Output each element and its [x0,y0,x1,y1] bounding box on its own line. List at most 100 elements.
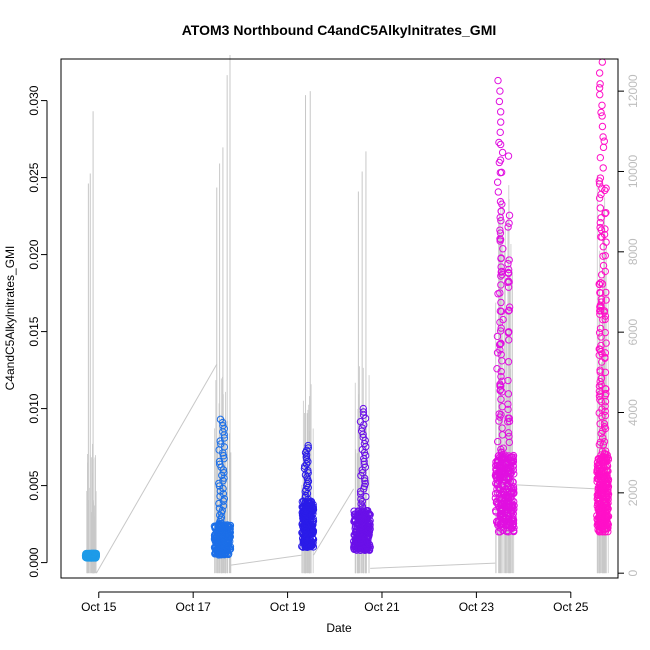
data-point [601,528,609,536]
data-point [496,318,504,327]
data-point [600,520,608,529]
altitude-series [86,54,609,574]
data-point [596,204,605,212]
data-point [351,528,360,536]
data-point [497,367,505,376]
data-point [601,402,609,410]
altitude-transit-line [230,554,302,566]
y-tick-label: 0.000 [27,547,41,577]
data-point [597,214,605,222]
data-point [601,349,610,357]
data-point [505,303,514,311]
data-point [602,296,610,304]
data-point [216,460,224,469]
y-tick-label: 0.030 [27,85,41,115]
data-point [493,461,502,470]
data-point [496,213,504,222]
data-point [497,466,505,475]
data-point [215,499,223,508]
data-point [505,414,513,422]
data-point [304,444,312,452]
data-point [497,254,505,263]
data-point [596,80,604,88]
data-point [597,473,606,481]
data-point [600,308,608,316]
data-point [601,209,609,218]
data-point [595,280,604,289]
data-point [496,156,505,164]
data-point [362,511,370,520]
data-point [598,101,606,110]
data-point [497,500,505,508]
data-point [496,235,504,243]
data-point [493,437,502,446]
data-point [359,520,367,528]
data-point [503,511,512,519]
data-point [504,307,513,315]
data-point [497,350,505,359]
data-point [497,339,505,348]
data-point [600,137,608,145]
data-point [493,332,502,341]
data-point [603,493,611,502]
data-point [497,410,505,419]
data-point [504,464,512,472]
data-point [497,281,505,289]
data-point [497,491,505,499]
data-point [498,424,506,432]
data-point [497,217,505,225]
data-point [89,549,98,558]
data-point [595,177,604,185]
data-point [504,376,512,385]
data-point [601,368,610,377]
data-point [219,421,227,430]
data-point [494,76,502,85]
data-point [601,315,609,324]
plot-frame [60,58,619,579]
data-point [504,390,513,398]
data-point [300,508,309,516]
data-point [359,408,368,416]
data-point [601,354,609,363]
data-point [596,345,604,354]
data-point [505,256,513,264]
data-point [602,208,610,217]
data-point [597,374,605,383]
data-point [496,168,505,177]
data-point [216,415,225,424]
data-point [596,153,605,162]
data-point [496,327,505,335]
data-point [220,494,228,503]
data-point [505,219,513,227]
y-tick-label: 0.005 [27,470,41,500]
data-point [596,303,604,311]
data-point [497,448,505,456]
y2-tick-label: 6000 [626,318,640,345]
data-point [219,502,228,510]
altitude-transit-line [313,488,355,556]
data-point [497,263,505,271]
data-point [504,418,512,426]
data-point [87,549,96,558]
data-point [601,411,610,420]
data-point [309,520,317,529]
data-point [596,90,604,99]
data-point [357,524,365,532]
data-point [219,484,227,493]
y2-tick-label: 0 [626,570,640,577]
data-point [362,513,370,522]
data-point [504,277,513,285]
data-point [304,441,312,450]
x-tick-label: Oct 17 [175,600,211,614]
y2-tick-label: 10000 [626,154,640,188]
data-point [597,451,605,459]
data-point [497,372,505,381]
data-point [497,118,505,126]
data-point [495,97,504,106]
data-point [504,223,512,231]
data-point [595,180,604,188]
data-point [601,513,609,521]
data-point [503,482,512,491]
data-point [493,178,502,186]
y-tick-label: 0.015 [27,316,41,346]
